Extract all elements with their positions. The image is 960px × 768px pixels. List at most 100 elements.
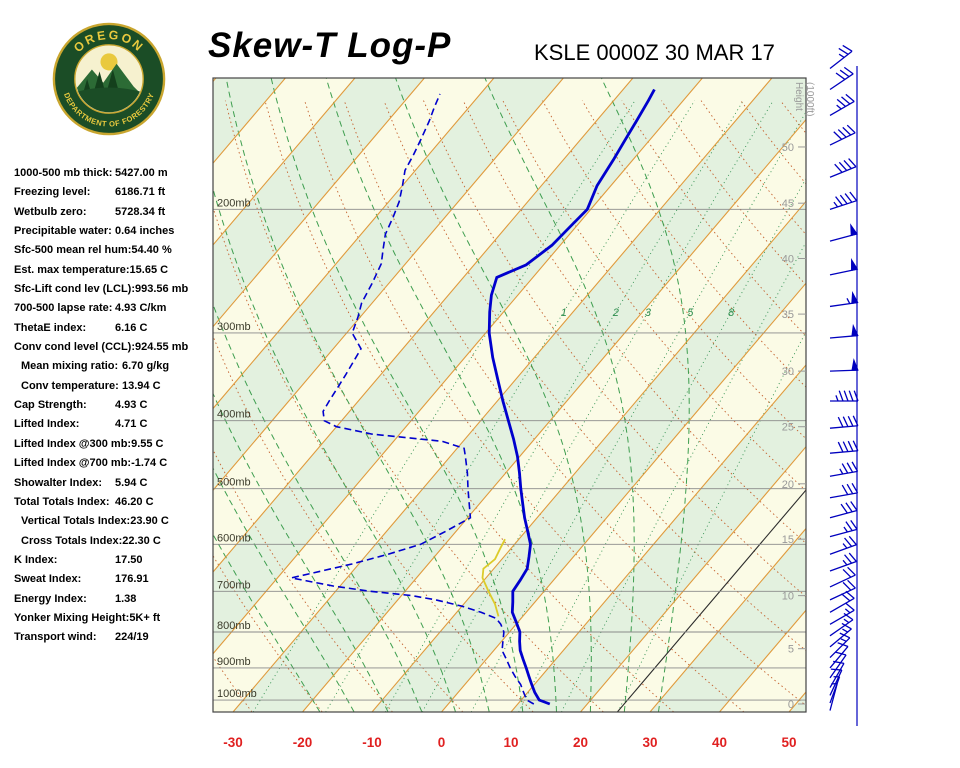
stat-label: Lifted Index @300 mb: — [14, 437, 132, 450]
stat-value: 54.40 % — [131, 244, 172, 257]
pressure-label: 500mb — [217, 477, 251, 489]
stat-label: K Index: — [14, 553, 58, 566]
svg-text:-30: -30 — [223, 735, 243, 750]
svg-text:1: 1 — [561, 307, 567, 319]
svg-text:10: 10 — [503, 735, 518, 750]
pressure-label: 200mb — [217, 197, 251, 209]
stat-row: Transport wind: 224/19 — [14, 631, 219, 650]
stat-label: Mean mixing ratio: — [21, 360, 119, 373]
stat-label: 700-500 lapse rate: — [14, 302, 113, 315]
mixing-ratio-labels: 1 2 3 5 8 — [561, 307, 735, 319]
stat-value: 5427.00 m — [115, 167, 168, 179]
svg-text:15: 15 — [782, 534, 794, 546]
wetbulb-trace — [481, 538, 506, 617]
stat-value: 6.16 C — [115, 321, 148, 334]
stat-label: Cross Totals Index: — [21, 534, 123, 547]
height-axis: 0 5 10 15 20 25 30 35 40 45 50 Height (1000ft) — [782, 82, 815, 711]
pressure-label: 600mb — [217, 532, 251, 544]
svg-text:40: 40 — [782, 254, 794, 266]
stat-row: Conv temperature: 13.94 C — [14, 380, 219, 399]
svg-text:25: 25 — [782, 422, 794, 434]
stat-row: 700-500 lapse rate: 4.93 C/km — [14, 302, 219, 321]
stat-label: Lifted Index @700 mb: — [14, 457, 132, 470]
stat-row: ThetaE index: 6.16 C — [14, 322, 219, 341]
stat-label: Energy Index: — [14, 592, 87, 605]
stat-row: Vertical Totals Index: 23.90 C — [14, 515, 219, 534]
stat-label: Cap Strength: — [14, 399, 87, 412]
mixing-ratio-lines — [252, 100, 806, 712]
stat-label: Total Totals Index: — [14, 495, 110, 508]
stat-row: K Index: 17.50 — [14, 554, 219, 573]
stat-value: 23.90 C — [130, 515, 169, 528]
stat-value: 13.94 C — [122, 379, 161, 392]
svg-text:5: 5 — [788, 644, 794, 656]
svg-text:5: 5 — [687, 307, 694, 319]
stat-label: Wetbulb zero: — [14, 205, 87, 218]
svg-text:-10: -10 — [362, 735, 382, 750]
stat-label: Precipitable water: — [14, 225, 112, 238]
logo-forest-scene-icon — [75, 53, 143, 113]
stat-row: Cap Strength: 4.93 C — [14, 399, 219, 418]
stat-label: Freezing level: — [14, 186, 91, 199]
stat-row: Showalter Index: 5.94 C — [14, 477, 219, 496]
svg-text:30: 30 — [642, 735, 657, 750]
stat-value: 5.94 C — [115, 476, 148, 489]
svg-text:-20: -20 — [293, 735, 313, 750]
stat-row: Precipitable water: 0.64 inches — [14, 225, 219, 244]
stat-row: 1000-500 mb thick: 5427.00 m — [14, 167, 219, 186]
stat-value: 6186.71 ft — [115, 186, 166, 199]
stats-panel: 1000-500 mb thick: 5427.00 m Freezing leve… — [14, 167, 219, 651]
stat-value: 17.50 — [115, 553, 143, 566]
stat-label: Sfc-Lift cond lev (LCL): — [14, 283, 135, 296]
stat-value: 5728.34 ft — [115, 205, 166, 218]
stat-value: 9.55 C — [131, 437, 164, 450]
stat-label: Est. max temperature: — [14, 263, 130, 276]
stat-value: 4.71 C — [115, 418, 148, 431]
oregon-forestry-logo: OREGON DEPARTMENT OF FORESTRY — [52, 22, 166, 136]
stat-value: -1.74 C — [131, 457, 168, 470]
stat-value: 15.65 C — [129, 263, 169, 276]
stat-row: Lifted Index @700 mb: -1.74 C — [14, 457, 219, 476]
svg-text:50: 50 — [782, 142, 794, 154]
pressure-label: 800mb — [217, 620, 251, 632]
stat-row: Energy Index: 1.38 — [14, 593, 219, 612]
stat-value: 6.70 g/kg — [122, 360, 170, 373]
stat-row: Yonker Mixing Height: 5K+ ft — [14, 612, 219, 631]
svg-text:3: 3 — [645, 307, 652, 319]
stat-value: 0.64 inches — [115, 225, 175, 238]
pressure-label: 400mb — [217, 409, 251, 421]
svg-text:8: 8 — [728, 307, 735, 319]
sounding-profiles — [291, 88, 656, 706]
temp-axis-labels: -30 -20 -10 0 10 20 30 40 50 — [223, 735, 796, 750]
stat-value: 5K+ ft — [129, 611, 161, 624]
reference-line — [616, 489, 806, 712]
moist-adiabats — [213, 78, 690, 712]
svg-text:20: 20 — [573, 735, 588, 750]
stat-value: 22.30 C — [122, 534, 161, 547]
svg-text:10: 10 — [782, 591, 794, 603]
stat-label: Lifted Index: — [14, 418, 80, 431]
page-title: Skew-T Log-P — [208, 26, 452, 65]
stat-label: Vertical Totals Index: — [21, 515, 131, 528]
height-axis-label: Height — [793, 82, 804, 111]
stat-row: Cross Totals Index: 22.30 C — [14, 535, 219, 554]
pressure-label: 900mb — [217, 656, 251, 668]
svg-text:50: 50 — [781, 735, 796, 750]
stat-value: 4.93 C — [115, 399, 148, 412]
stat-value: 224/19 — [115, 631, 149, 644]
chart-border — [212, 77, 807, 713]
stat-row: Lifted Index @300 mb: 9.55 C — [14, 438, 219, 457]
svg-text:2: 2 — [612, 307, 619, 319]
stat-row: Mean mixing ratio: 6.70 g/kg — [14, 360, 219, 379]
stat-label: Conv temperature: — [21, 379, 119, 392]
dewpoint-trace — [291, 93, 535, 705]
svg-text:35: 35 — [782, 309, 794, 321]
station-id: KSLE 0000Z 30 MAR 17 — [534, 40, 775, 65]
stat-row: Sfc-500 mean rel hum: 54.40 % — [14, 244, 219, 263]
stat-row: Lifted Index: 4.71 C — [14, 418, 219, 437]
stat-value: 176.91 — [115, 573, 149, 586]
stat-label: Sweat Index: — [14, 573, 82, 586]
stat-label: Sfc-500 mean rel hum: — [14, 244, 132, 257]
